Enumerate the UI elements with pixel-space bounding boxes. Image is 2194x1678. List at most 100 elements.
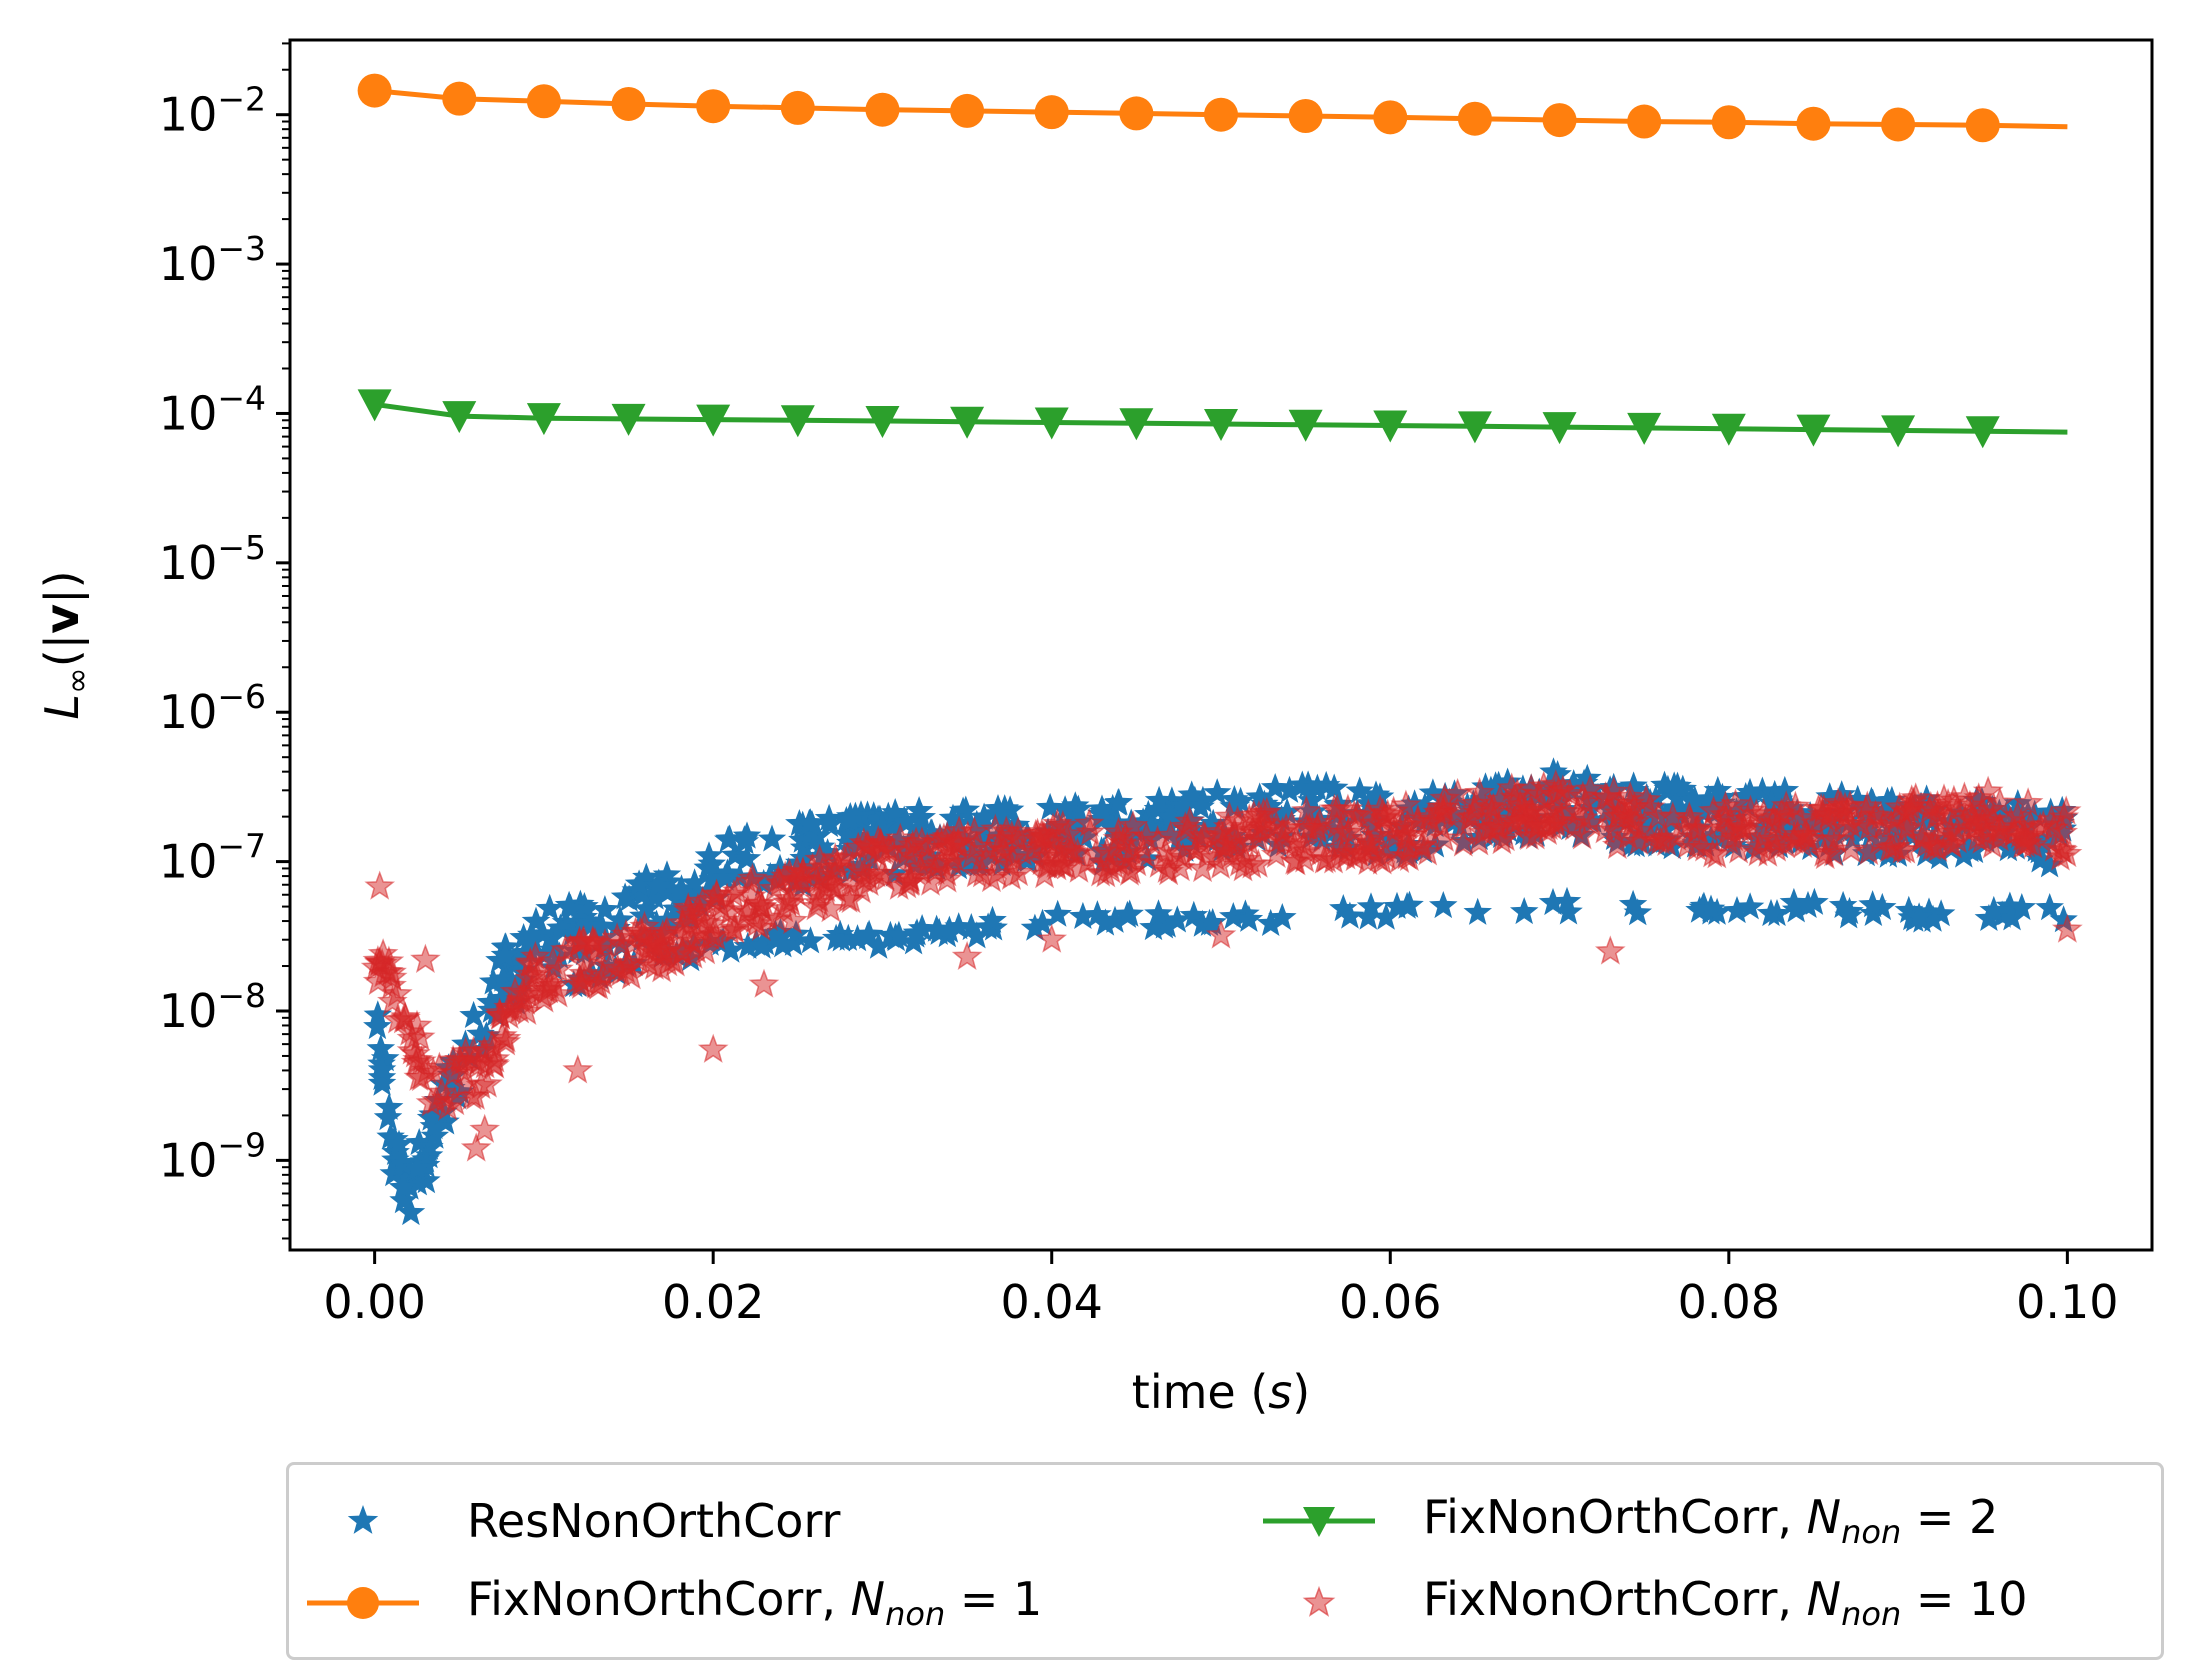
data-point-resnonorthcorr — [985, 799, 1014, 827]
data-point-fix-nnon-10 — [1238, 799, 1270, 829]
legend-label: FixNonOrthCorr, Nnon = 1 — [467, 1572, 1043, 1634]
data-point-fix-nnon-10 — [1429, 782, 1460, 813]
data-point-resnonorthcorr — [1354, 902, 1383, 930]
data-point-resnonorthcorr — [944, 912, 973, 940]
data-point-resnonorthcorr — [1245, 782, 1274, 810]
data-point-fix-nnon-1 — [1542, 103, 1577, 138]
data-point-fix-nnon-2 — [1119, 408, 1154, 441]
x-tick-label: 0.06 — [1339, 1275, 1441, 1329]
x-label-unit: s — [1268, 1365, 1292, 1419]
x-axis: 0.00 0.02 0.04 0.06 0.08 0.10 — [323, 1250, 2119, 1329]
data-point-resnonorthcorr — [1202, 778, 1232, 806]
data-point-resnonorthcorr — [366, 1034, 396, 1062]
legend-label: FixNonOrthCorr, Nnon = 2 — [1423, 1490, 1999, 1552]
data-point-fix-nnon-10 — [1116, 835, 1147, 865]
data-point-resnonorthcorr — [1696, 894, 1726, 922]
data-point-resnonorthcorr — [2025, 845, 2055, 873]
x-axis-label: time (s) — [1132, 1365, 1310, 1419]
data-point-resnonorthcorr — [840, 821, 870, 849]
data-point-resnonorthcorr — [732, 844, 762, 872]
data-point-resnonorthcorr — [1677, 786, 1707, 814]
data-point-fix-nnon-10 — [1117, 810, 1149, 840]
data-point-resnonorthcorr — [389, 1186, 418, 1214]
data-point-fix-nnon-10 — [1189, 821, 1221, 851]
series-fix-nnon-1 — [357, 73, 2068, 143]
data-point-resnonorthcorr — [373, 1103, 403, 1131]
data-point-resnonorthcorr — [1083, 900, 1112, 928]
data-point-fix-nnon-10 — [1187, 852, 1218, 883]
data-point-resnonorthcorr — [730, 827, 760, 855]
data-point-fix-nnon-10 — [873, 834, 905, 864]
data-point-fix-nnon-1 — [1204, 97, 1238, 132]
data-point-resnonorthcorr — [948, 796, 978, 824]
data-point-fix-nnon-10 — [2012, 787, 2044, 817]
data-point-fix-nnon-10 — [465, 1069, 497, 1100]
data-point-fix-nnon-10 — [748, 968, 780, 998]
data-point-fix-nnon-10 — [1935, 828, 1967, 858]
data-point-resnonorthcorr — [558, 919, 587, 947]
data-point-resnonorthcorr — [969, 802, 999, 830]
data-point-resnonorthcorr — [1050, 795, 1080, 823]
data-point-resnonorthcorr — [1904, 902, 1934, 930]
data-point-resnonorthcorr — [1757, 788, 1786, 816]
data-point-resnonorthcorr — [1146, 815, 1176, 843]
data-point-fix-nnon-10 — [734, 866, 766, 896]
data-point-resnonorthcorr — [653, 877, 682, 905]
data-point-resnonorthcorr — [1701, 785, 1730, 813]
data-point-fix-nnon-10 — [1155, 819, 1186, 850]
data-point-resnonorthcorr — [535, 893, 564, 921]
data-point-resnonorthcorr — [1756, 898, 1786, 927]
data-point-fix-nnon-10 — [891, 869, 923, 899]
data-point-fix-nnon-2 — [950, 406, 985, 439]
data-point-resnonorthcorr — [892, 807, 921, 835]
data-point-resnonorthcorr — [388, 1172, 418, 1200]
data-point-resnonorthcorr — [935, 915, 964, 943]
data-point-resnonorthcorr — [1828, 890, 1858, 918]
data-point-fix-nnon-10 — [1463, 826, 1495, 856]
data-point-resnonorthcorr — [488, 964, 518, 992]
data-point-resnonorthcorr — [715, 824, 744, 852]
data-point-resnonorthcorr — [1186, 792, 1215, 820]
data-point-fix-nnon-10 — [746, 891, 778, 921]
data-point-fix-nnon-10 — [681, 919, 713, 950]
data-point-fix-nnon-10 — [1486, 825, 1518, 855]
data-point-resnonorthcorr — [710, 863, 740, 891]
data-point-fix-nnon-10 — [822, 851, 854, 882]
data-point-fix-nnon-10 — [415, 1087, 447, 1117]
data-point-resnonorthcorr — [508, 955, 537, 983]
data-point-resnonorthcorr — [835, 857, 865, 885]
data-point-resnonorthcorr — [1769, 812, 1799, 840]
data-point-fix-nnon-2 — [1204, 409, 1238, 442]
data-point-fix-nnon-10 — [1099, 833, 1131, 863]
data-point-resnonorthcorr — [2035, 850, 2064, 878]
data-point-fix-nnon-1 — [1881, 107, 1916, 142]
data-point-fix-nnon-10 — [1771, 799, 1803, 829]
data-point-fix-nnon-10 — [1164, 852, 1196, 882]
data-point-resnonorthcorr — [521, 906, 551, 934]
data-point-resnonorthcorr — [1113, 900, 1142, 928]
data-point-resnonorthcorr — [1345, 776, 1374, 804]
data-point-fix-nnon-10 — [988, 835, 1020, 865]
data-point-fix-nnon-10 — [469, 1113, 501, 1143]
data-point-resnonorthcorr — [367, 1068, 397, 1096]
data-point-fix-nnon-10 — [1390, 789, 1422, 819]
data-point-fix-nnon-1 — [1796, 106, 1831, 141]
data-point-resnonorthcorr — [1979, 895, 2008, 923]
data-point-resnonorthcorr — [1043, 899, 1072, 927]
data-point-fix-nnon-1 — [526, 84, 561, 119]
data-point-resnonorthcorr — [836, 828, 865, 856]
data-point-resnonorthcorr — [879, 811, 909, 839]
data-point-resnonorthcorr — [1868, 892, 1897, 921]
data-point-resnonorthcorr — [384, 1129, 414, 1157]
data-point-fix-nnon-2 — [1881, 415, 1916, 448]
data-point-fix-nnon-10 — [1791, 819, 1822, 849]
data-point-resnonorthcorr — [716, 935, 746, 963]
data-point-resnonorthcorr — [546, 913, 575, 941]
y-axis-label: L∞(|v|) — [35, 570, 96, 719]
data-point-fix-nnon-10 — [1114, 856, 1145, 886]
data-point-resnonorthcorr — [880, 859, 910, 887]
data-point-resnonorthcorr — [880, 798, 910, 826]
data-point-resnonorthcorr — [431, 1107, 460, 1135]
data-point-fix-nnon-10 — [460, 1132, 492, 1162]
data-point-resnonorthcorr — [761, 919, 790, 947]
